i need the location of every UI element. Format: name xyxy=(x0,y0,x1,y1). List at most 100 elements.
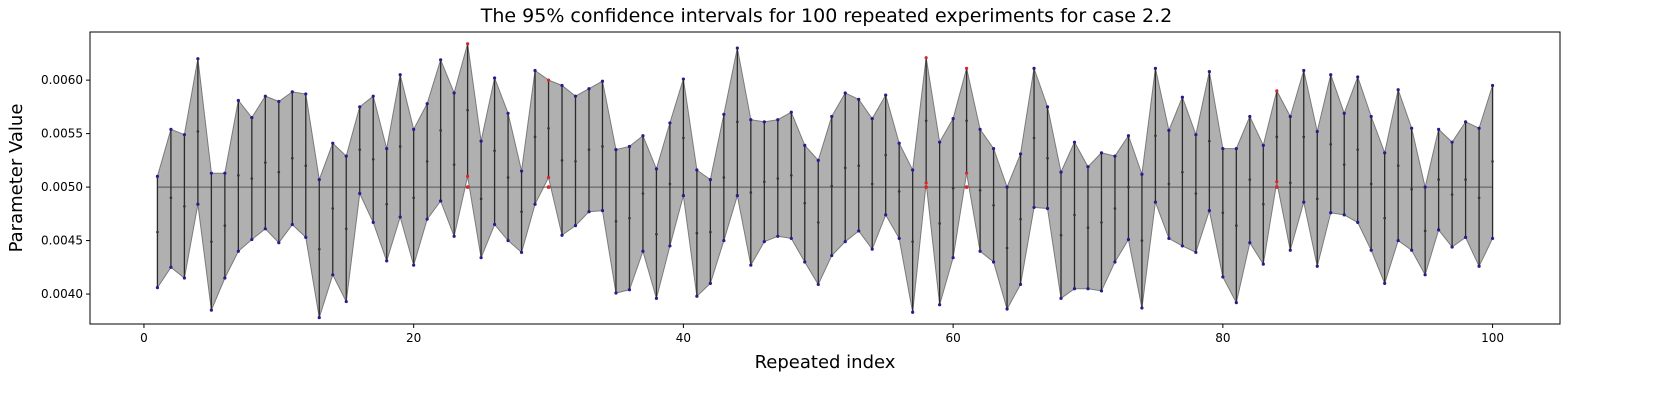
upper-bound-point xyxy=(546,78,551,82)
upper-bound-point xyxy=(911,168,915,172)
estimate-point xyxy=(736,120,739,124)
lower-bound-point xyxy=(749,263,753,267)
estimate-point xyxy=(533,135,537,139)
lower-bound-point xyxy=(1221,275,1225,279)
lower-bound-point xyxy=(1180,244,1184,248)
upper-bound-point xyxy=(466,42,470,46)
upper-bound-point xyxy=(1126,134,1131,138)
estimate-point xyxy=(924,119,928,123)
upper-bound-point xyxy=(236,98,240,103)
lower-bound-point xyxy=(1113,260,1117,264)
upper-bound-point xyxy=(668,121,672,125)
estimate-point xyxy=(1342,163,1346,166)
upper-bound-point xyxy=(506,111,510,115)
lower-bound-point xyxy=(1099,289,1104,293)
x-axis-title: Repeated index xyxy=(755,352,896,373)
estimate-point xyxy=(264,161,267,164)
upper-bound-point xyxy=(1221,146,1225,151)
estimate-point xyxy=(196,130,200,133)
estimate-point xyxy=(749,191,753,194)
lower-bound-point xyxy=(560,233,564,237)
upper-bound-point xyxy=(1369,114,1373,119)
lower-bound-point xyxy=(830,253,834,258)
upper-bound-point xyxy=(816,158,820,162)
estimate-point xyxy=(250,177,254,180)
lower-bound-point xyxy=(1126,237,1131,242)
estimate-point xyxy=(614,220,618,223)
lower-bound-point xyxy=(1369,248,1373,252)
estimate-point xyxy=(789,174,793,177)
lower-bound-point xyxy=(1450,245,1454,249)
estimate-point xyxy=(709,230,712,234)
upper-bound-point xyxy=(708,178,712,182)
lower-bound-point xyxy=(951,256,955,260)
estimate-point xyxy=(951,186,955,190)
estimate-point xyxy=(1059,233,1063,237)
upper-bound-point xyxy=(776,118,780,122)
lower-bound-point xyxy=(546,175,551,180)
lower-bound-point xyxy=(412,263,416,267)
estimate-point xyxy=(1032,136,1036,140)
upper-bound-point xyxy=(519,169,524,173)
upper-bound-point xyxy=(1180,95,1184,99)
upper-bound-point xyxy=(938,140,942,144)
lower-bound-point xyxy=(1005,307,1009,311)
estimate-point xyxy=(237,174,240,177)
lower-bound-point xyxy=(439,199,443,203)
lower-bound-point xyxy=(1383,281,1387,285)
estimate-point xyxy=(1235,224,1238,227)
estimate-point xyxy=(479,197,483,201)
lower-bound-point xyxy=(452,234,456,238)
estimate-point xyxy=(682,136,685,140)
y-axis: 0.0040 0.0045 0.0050 0.0055 0.0060 xyxy=(41,73,90,301)
upper-bound-point xyxy=(695,168,699,172)
estimate-point xyxy=(385,202,388,206)
upper-bound-point xyxy=(641,134,645,138)
lower-bound-point xyxy=(277,241,281,245)
lower-bound-point xyxy=(627,288,632,292)
upper-bound-point xyxy=(277,99,281,104)
estimate-point xyxy=(1167,182,1171,186)
lower-bound-point xyxy=(897,236,901,241)
estimate-point xyxy=(1437,178,1440,181)
lower-bound-point xyxy=(1207,209,1211,213)
upper-bound-point xyxy=(884,93,888,97)
estimate-point xyxy=(371,157,375,161)
estimate-point xyxy=(466,108,469,112)
lower-bound-point xyxy=(358,191,362,196)
lower-bound-point xyxy=(1342,213,1346,217)
estimate-point xyxy=(425,160,429,163)
upper-bound-point xyxy=(371,94,375,98)
lower-bound-point xyxy=(587,210,591,214)
upper-bound-point xyxy=(897,141,901,145)
estimate-point xyxy=(884,153,887,157)
estimate-point xyxy=(763,180,766,184)
estimate-point xyxy=(1477,196,1481,200)
plot-frame xyxy=(89,31,1561,325)
y-tick-label: 0.0050 xyxy=(41,180,83,194)
upper-bound-point xyxy=(722,112,726,116)
upper-bound-point xyxy=(830,114,834,119)
lower-bound-point xyxy=(991,260,996,264)
upper-bound-point xyxy=(560,83,564,88)
x-tick-label: 20 xyxy=(406,331,421,345)
lower-bound-point xyxy=(1032,205,1036,210)
lower-bound-point xyxy=(1140,306,1144,310)
estimate-point xyxy=(439,129,442,132)
estimate-point xyxy=(304,164,308,167)
upper-bound-point xyxy=(479,139,483,143)
estimate-point xyxy=(601,145,604,148)
y-tick-label: 0.0040 xyxy=(41,287,83,301)
estimate-point xyxy=(223,224,227,227)
estimate-point xyxy=(506,176,510,179)
lower-bound-point xyxy=(1059,296,1063,300)
upper-bound-point xyxy=(1463,120,1468,124)
estimate-point xyxy=(183,205,186,208)
estimate-point xyxy=(1396,164,1400,167)
upper-bound-point xyxy=(1383,151,1387,155)
upper-bound-point xyxy=(857,97,861,101)
lower-bound-point xyxy=(911,310,915,314)
lower-bound-point xyxy=(843,240,847,244)
lower-bound-point xyxy=(735,194,739,198)
